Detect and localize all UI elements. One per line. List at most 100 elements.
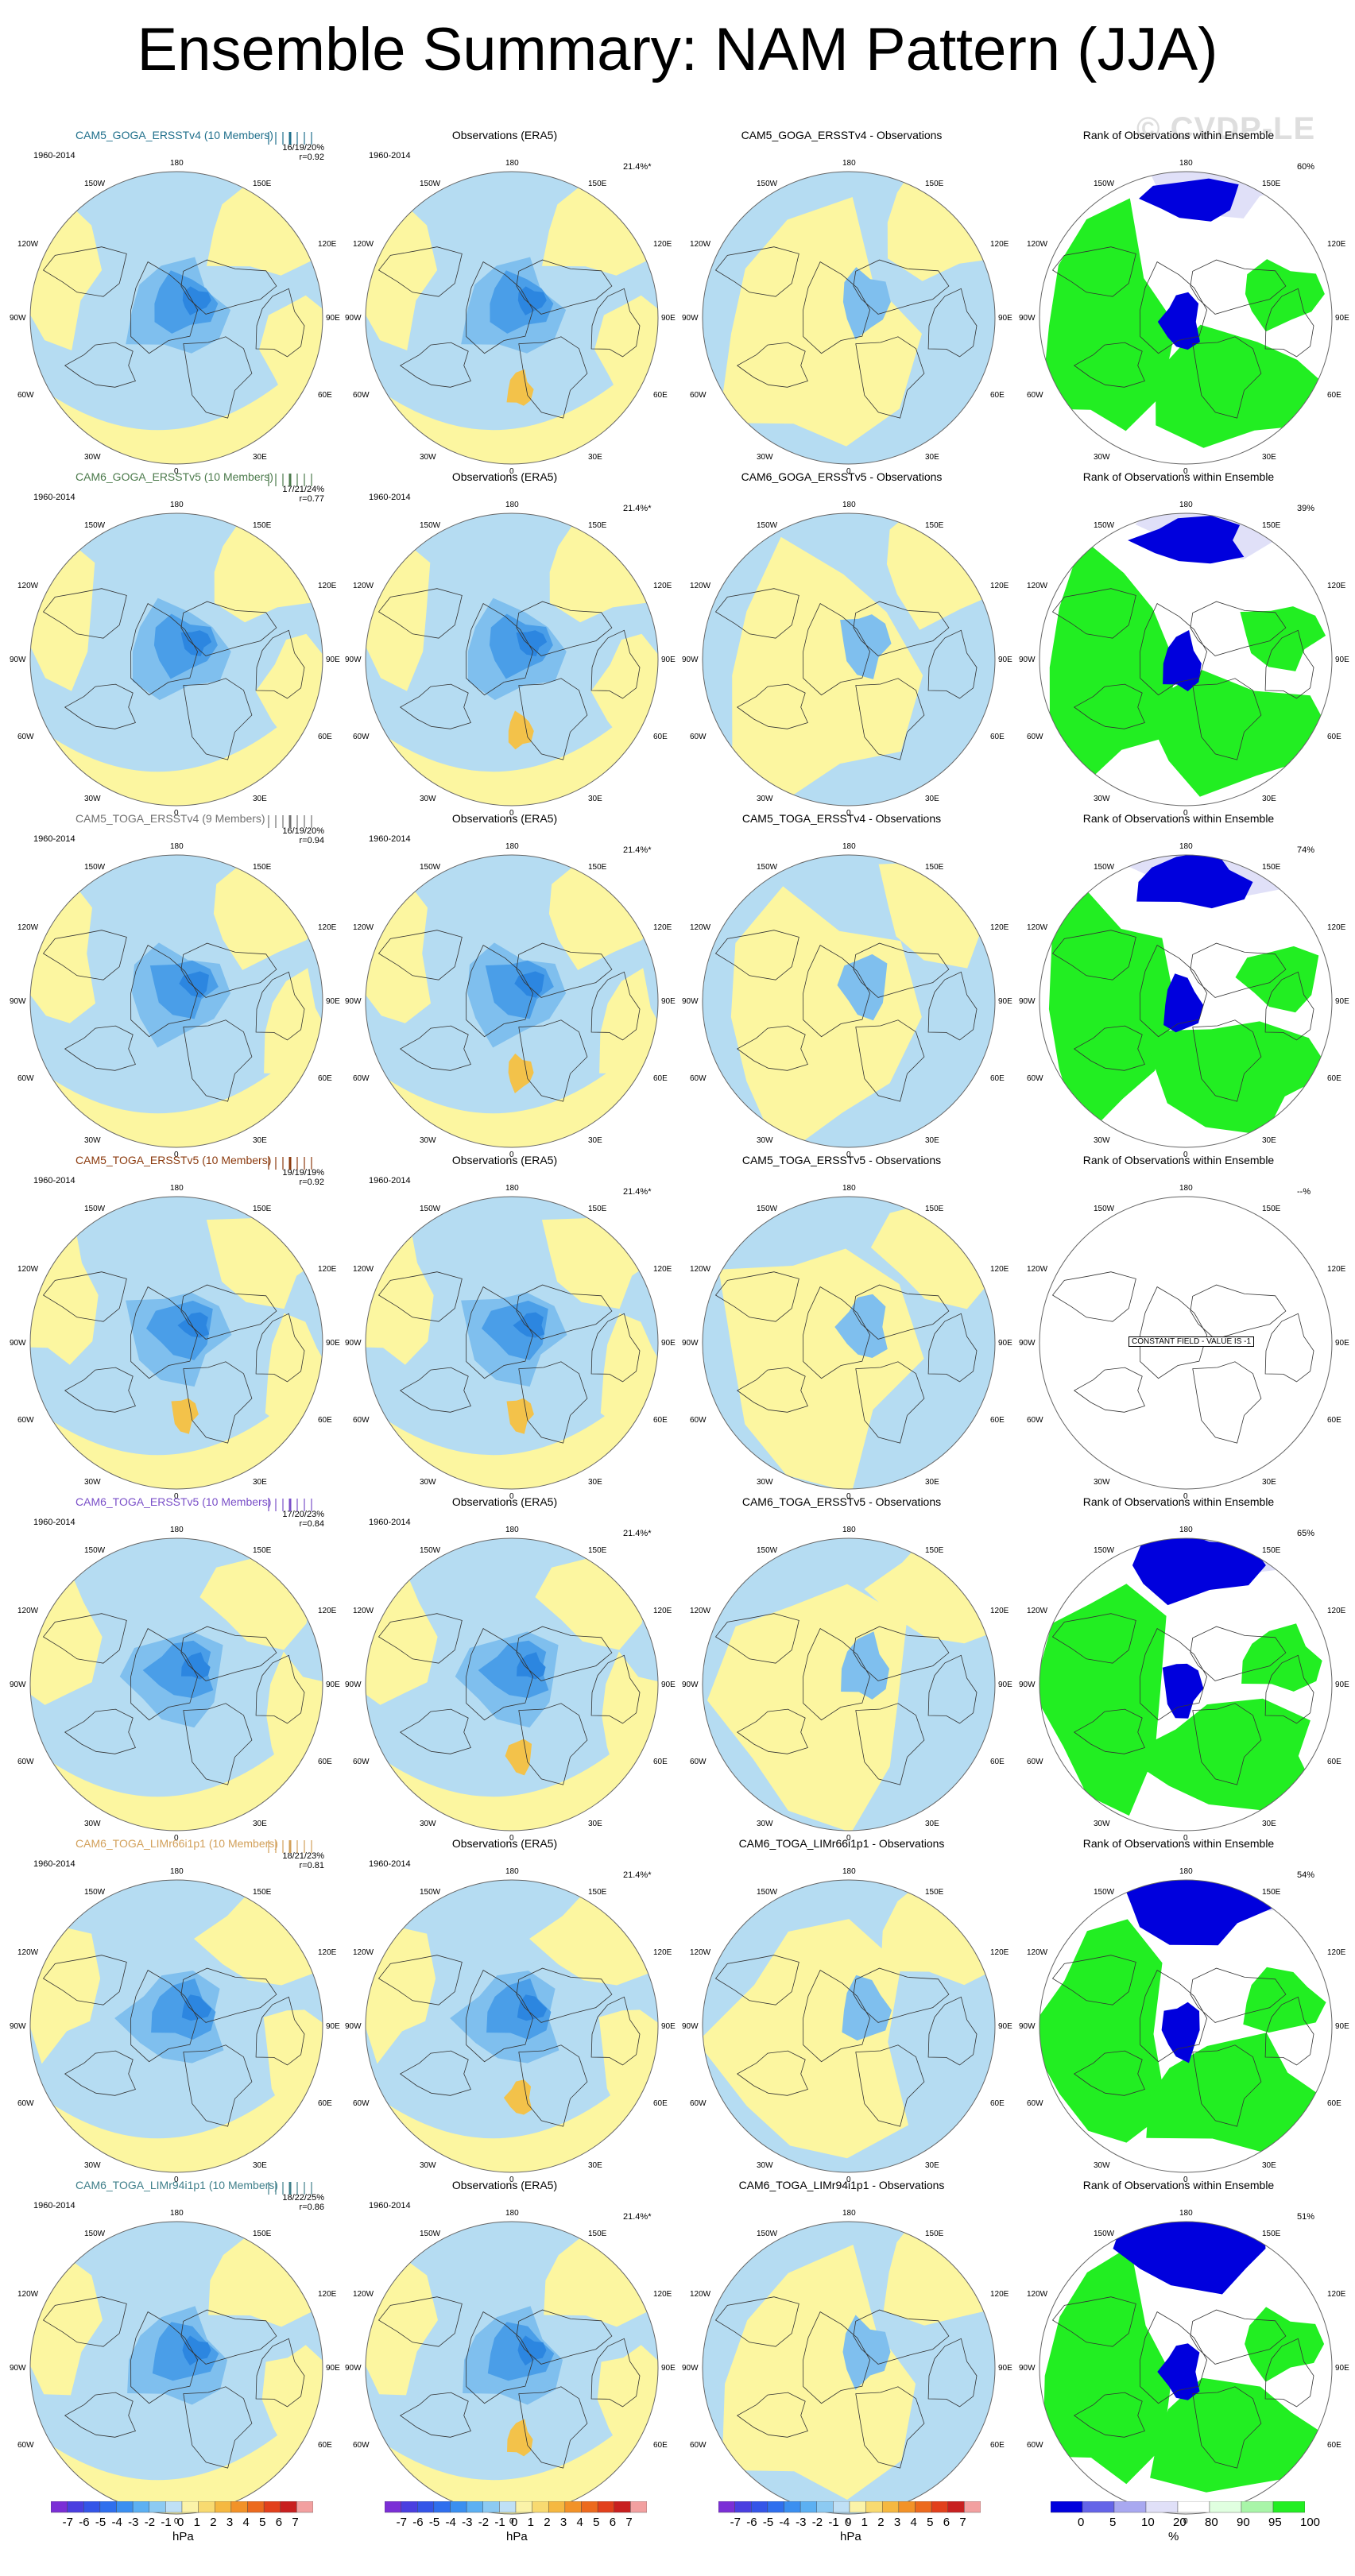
lon-label-s0: 0 [174, 809, 179, 818]
lon-label-w120: 120W [690, 240, 711, 249]
rank-panel-title: Rank of Observations within Ensemble [1082, 1495, 1275, 1508]
diff-panel: CAM6_GOGA_ERSSTv5 - Observations 180 150W 1… [672, 469, 1012, 818]
colorbar-swatch [482, 2501, 500, 2513]
coastline [1140, 603, 1208, 696]
lon-label-s0: 0 [1183, 2517, 1188, 2526]
pattern-correlation: r=0.94 [299, 836, 325, 845]
lon-label-w120: 120W [17, 2290, 39, 2299]
lon-label-n180: 180 [1179, 1184, 1193, 1193]
lon-label-e90: 90E [326, 1681, 340, 1689]
lon-label-n180: 180 [1179, 501, 1193, 509]
coastline [590, 629, 641, 699]
diff-map [702, 854, 996, 1148]
colorbar-swatch [548, 2501, 566, 2513]
positive-anomaly-region [30, 880, 95, 1023]
colorbar-tick-label: -6 [746, 2516, 757, 2529]
coastline [1264, 288, 1314, 358]
lon-label-s0: 0 [846, 1151, 851, 1159]
lon-label-ne150: 150E [588, 2230, 607, 2238]
coastline [518, 678, 588, 760]
negative-anomaly-core [517, 286, 547, 315]
lon-label-ne150: 150E [588, 1888, 607, 1897]
model-panel: CAM5_GOGA_ERSSTv4 (10 Members) 1960-2014 1… [0, 127, 340, 476]
lon-label-e120: 120E [1327, 1948, 1346, 1957]
map-boundary [365, 2221, 659, 2515]
colorbar-hpa-2: -7 -6 -5 -4 -3 -2 -1 0 1 2 3 4 5 6 7 hPa [385, 2501, 647, 2565]
model-panel-title: CAM6_TOGA_LIMr94i1p1 (10 Members) [75, 2179, 278, 2191]
lon-label-ne150: 150E [1262, 2230, 1281, 2238]
lon-label-e90: 90E [998, 314, 1012, 323]
obs-map [365, 512, 659, 806]
coastline [183, 1019, 253, 1102]
lon-label-w60: 60W [1027, 391, 1043, 400]
coastline [1190, 1626, 1287, 1681]
rank-panel: Rank of Observations within Ensemble 54% 1… [1009, 1835, 1349, 2184]
diff-panel-title: CAM6_GOGA_ERSSTv5 - Observations [741, 470, 943, 483]
rank-high-region [1245, 2307, 1325, 2382]
coastline [736, 683, 808, 729]
lon-label-w30: 30W [84, 1820, 101, 1828]
colorbar-tick-label: 0 [511, 2516, 518, 2529]
coastline [183, 336, 253, 419]
diff-panel-title: CAM5_GOGA_ERSSTv4 - Observations [741, 129, 943, 141]
variance-explained-range: 18/21/23% [282, 1851, 324, 1861]
map-boundary [702, 512, 996, 806]
coastline [1073, 683, 1145, 729]
coastline [180, 259, 277, 315]
lon-label-ne150: 150E [588, 863, 607, 872]
lon-label-ne150: 150E [1262, 1205, 1281, 1213]
lon-label-e30: 30E [253, 2161, 267, 2170]
lon-label-w30: 30W [420, 2161, 436, 2170]
lon-label-w120: 120W [353, 2290, 374, 2299]
lon-label-w120: 120W [690, 1948, 711, 1957]
obs-panel: Observations (ERA5) 1960-2014 21.4%* 180 150… [335, 1152, 676, 1501]
lon-label-e120: 120E [990, 1607, 1009, 1615]
coastline [1192, 1019, 1262, 1102]
coastline [1051, 1613, 1136, 1664]
coastline [590, 2338, 641, 2408]
model-map [29, 1537, 323, 1831]
coastline [855, 1019, 925, 1102]
lon-label-s0: 0 [509, 809, 514, 818]
negative-anomaly-region [834, 1294, 888, 1358]
colorbar-tick-label: -6 [79, 2516, 90, 2529]
lon-label-e120: 120E [1327, 923, 1346, 932]
diff-panel: CAM6_TOGA_ERSSTv5 - Observations 180 150W 1… [672, 1494, 1012, 1843]
lon-label-ne150: 150E [253, 2230, 272, 2238]
negative-anomaly-region [842, 2315, 891, 2390]
colorbar-tick-label: 4 [242, 2516, 250, 2529]
lon-label-nw150: 150W [1094, 180, 1115, 188]
lon-label-ne150: 150E [925, 521, 944, 530]
coastline [853, 2309, 950, 2365]
colorbar-tick-label: -1 [161, 2516, 172, 2529]
lon-label-w60: 60W [17, 1074, 34, 1083]
colorbar-tick-label: 7 [292, 2516, 299, 2529]
coastline [1192, 336, 1262, 419]
coastline [466, 1286, 534, 1379]
coastline [1073, 2392, 1145, 2438]
colorbar-swatch [99, 2501, 117, 2513]
coastline [64, 1367, 136, 1413]
lon-label-e120: 120E [318, 1265, 337, 1274]
lon-label-n180: 180 [170, 842, 184, 851]
member-ticks [268, 132, 312, 145]
map-boundary [29, 1537, 323, 1831]
lon-label-e90: 90E [661, 656, 676, 664]
lon-label-e90: 90E [1335, 1681, 1349, 1689]
lon-label-e30: 30E [925, 1136, 939, 1145]
lon-label-e30: 30E [1262, 1820, 1276, 1828]
colorbar-swatch [718, 2501, 735, 2513]
obs-panel-title: Observations (ERA5) [451, 129, 558, 141]
rank-percent: 60% [1297, 162, 1315, 172]
coastline [1140, 1286, 1208, 1379]
colorbar-swatch [865, 2501, 883, 2513]
colorbar-swatch [1113, 2501, 1147, 2513]
coastline [42, 588, 127, 639]
lon-label-n180: 180 [1179, 1526, 1193, 1534]
lon-label-n180: 180 [842, 842, 856, 851]
colorbar-tick-label: 3 [559, 2516, 567, 2529]
coastline [1051, 1955, 1136, 2005]
obs-map [365, 1879, 659, 2173]
lon-label-ne150: 150E [253, 1205, 272, 1213]
colorbar-tick-label: -2 [811, 2516, 823, 2529]
